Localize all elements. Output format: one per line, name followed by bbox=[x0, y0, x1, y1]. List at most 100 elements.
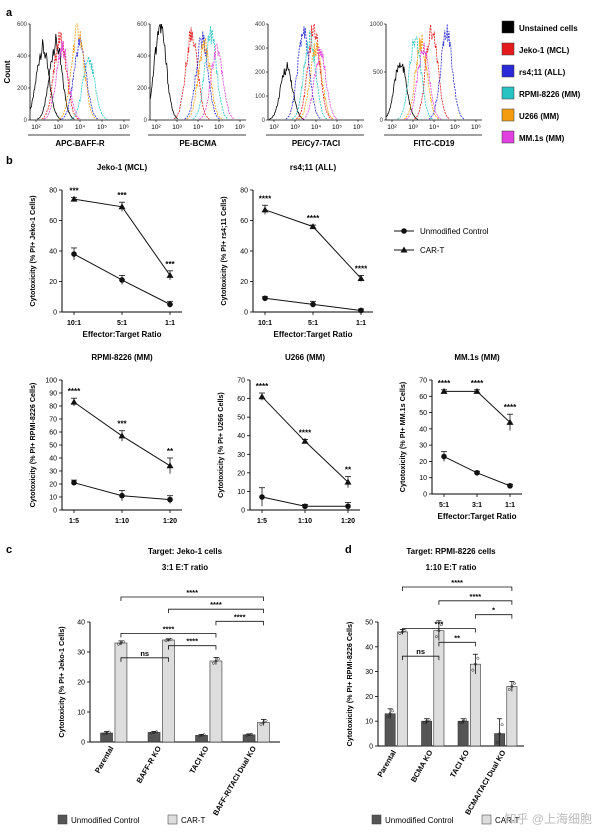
bar-chart-y-tick-label: 40 bbox=[77, 620, 85, 627]
replicate-dot bbox=[500, 723, 504, 727]
line-chart-y-tick-label: 10 bbox=[49, 495, 57, 502]
cart-point bbox=[473, 387, 481, 394]
legend-swatch bbox=[501, 130, 515, 144]
replicate-dot bbox=[107, 730, 111, 734]
cart-bar bbox=[469, 663, 481, 747]
histogram-x-tick-label: 10⁴ bbox=[193, 124, 203, 131]
histogram-x-tick-label: 10⁵ bbox=[214, 124, 224, 131]
histogram-curve bbox=[302, 47, 338, 120]
histogram-x-tick-label: 10⁴ bbox=[429, 124, 439, 131]
comparison-label: **** bbox=[451, 578, 463, 587]
histogram-ylabel: Count bbox=[3, 60, 12, 83]
legend-label: rs4;11 (ALL) bbox=[519, 68, 566, 77]
histogram-x-tick-label: 10³ bbox=[290, 124, 300, 131]
bar-chart-y-tick-label: 30 bbox=[77, 650, 85, 657]
comparison-bracket bbox=[401, 586, 513, 591]
control-point bbox=[474, 470, 480, 476]
histogram-panel-1: 0 200 400 600 10² 10³ 10⁴ 10⁵ 10⁶ APC-BAFF-R Count bbox=[3, 22, 130, 148]
histogram-curve bbox=[285, 26, 322, 120]
histogram-curve bbox=[70, 55, 108, 120]
replicate-dot bbox=[512, 682, 516, 685]
line-chart-ylabel: Cytotoxicity (% PI+ RPMI-8226 Cells) bbox=[28, 382, 37, 507]
replicate-dot bbox=[459, 721, 463, 725]
significance-label: *** bbox=[117, 420, 127, 429]
significance-label: **** bbox=[307, 214, 320, 223]
line-chart-y-tick-label: 40 bbox=[49, 456, 57, 463]
histogram-x-tick-label: 10² bbox=[31, 124, 41, 131]
replicate-dot bbox=[169, 637, 173, 641]
cart-bar bbox=[396, 631, 408, 747]
line-chart-y-tick-label: 80 bbox=[49, 404, 57, 411]
bar-chart-x-tick-label: BCMA/TACI Dual KO bbox=[463, 748, 507, 816]
line-chart-3: RPMI-8226 (MM) 0 10 20 30 40 50 60 70 80 90 100 1:5 1… bbox=[28, 353, 182, 525]
replicate-dot bbox=[155, 730, 159, 734]
bar-chart-y-tick-label: 10 bbox=[365, 719, 373, 726]
significance-label: **** bbox=[68, 387, 81, 396]
legend-control-label: Unmodified Control bbox=[71, 816, 140, 825]
legend-swatch bbox=[501, 42, 515, 56]
line-chart-ylabel: Cytotoxicity (% PI+ Jeko-1 Cells) bbox=[28, 195, 37, 307]
bar-chart-subtitle: 1:10 E:T ratio bbox=[426, 563, 477, 572]
control-point bbox=[507, 483, 513, 489]
line-chart-x-tick-label: 1:1 bbox=[356, 320, 366, 327]
control-bar bbox=[457, 720, 469, 747]
line-chart-x-tick-label: 5:1 bbox=[117, 320, 127, 327]
replicate-dot bbox=[510, 685, 514, 688]
histogram-x-tick-label: 10³ bbox=[53, 124, 63, 131]
histogram-curve bbox=[61, 36, 99, 120]
replicate-dot bbox=[464, 718, 468, 722]
bar-chart-x-tick-label: Parental bbox=[93, 745, 116, 775]
comparison-label: **** bbox=[234, 612, 246, 621]
bar-chart-y-tick-label: 20 bbox=[77, 680, 85, 687]
line-chart-y-tick-label: 80 bbox=[49, 188, 57, 195]
line-chart-y-tick-label: 40 bbox=[419, 426, 427, 433]
histogram-x-tick-label: 10⁶ bbox=[119, 124, 129, 131]
line-chart-title: U266 (MM) bbox=[285, 353, 325, 362]
histogram-curve bbox=[268, 62, 305, 120]
replicate-dot bbox=[122, 640, 125, 644]
line-chart-x-tick-label: 5:1 bbox=[439, 502, 449, 509]
histogram-curve bbox=[29, 39, 62, 120]
bar-chart-y-tick-label: 40 bbox=[365, 644, 373, 651]
line-chart-5: MM.1s (MM) 0 10 20 30 40 50 60 70 5:1 3:1 1:1 Effect… bbox=[398, 353, 522, 521]
line-chart-y-tick-label: 90 bbox=[49, 391, 57, 398]
line-chart-ylabel: Cytotoxicity (% PI+ U266 Cells) bbox=[216, 392, 225, 498]
legend-cart-swatch bbox=[481, 814, 492, 825]
legend-control-swatch bbox=[57, 814, 68, 825]
control-bar bbox=[421, 720, 433, 747]
line-chart-y-tick-label: 60 bbox=[237, 396, 245, 403]
line-chart-y-tick-label: 20 bbox=[49, 482, 57, 489]
line-chart-y-tick-label: 30 bbox=[49, 469, 57, 476]
replicate-dot bbox=[212, 661, 215, 665]
replicate-dot bbox=[498, 732, 502, 736]
cart-point bbox=[166, 271, 174, 278]
histogram-x-tick-label: 10⁴ bbox=[75, 124, 85, 131]
replicate-dot bbox=[386, 715, 390, 719]
histogram-y-tick-label: 300 bbox=[255, 46, 266, 52]
comparison-label: **** bbox=[163, 625, 175, 634]
comparison-label: ns bbox=[416, 647, 425, 656]
comparison-label: ** bbox=[454, 633, 460, 642]
legend-cart-marker bbox=[400, 246, 408, 253]
histogram-curve bbox=[199, 43, 235, 120]
comparison-label: ns bbox=[140, 649, 149, 658]
comparison-bracket bbox=[401, 628, 476, 633]
replicate-dot bbox=[119, 641, 123, 645]
line-chart-y-tick-label: 0 bbox=[53, 310, 57, 317]
line-chart-title: rs4;11 (ALL) bbox=[290, 163, 337, 172]
panel-label-b: b bbox=[6, 155, 13, 167]
line-chart-title: MM.1s (MM) bbox=[454, 353, 500, 362]
line-chart-y-tick-label: 0 bbox=[53, 508, 57, 515]
line-chart-y-tick-label: 40 bbox=[49, 249, 57, 256]
histogram-y-tick-label: 100 bbox=[255, 94, 266, 100]
line-chart-x-tick-label: 1:20 bbox=[163, 518, 177, 525]
cart-point bbox=[301, 437, 309, 444]
control-point bbox=[302, 503, 308, 510]
significance-label: **** bbox=[299, 428, 312, 437]
histogram-curve bbox=[298, 41, 334, 120]
cart-point bbox=[344, 478, 352, 485]
histogram-y-tick-label: 1000 bbox=[370, 22, 384, 28]
cart-point bbox=[357, 274, 365, 281]
bar-chart-title: Target: RPMI-8226 cells bbox=[406, 547, 496, 556]
line-chart-y-tick-label: 0 bbox=[244, 310, 248, 317]
